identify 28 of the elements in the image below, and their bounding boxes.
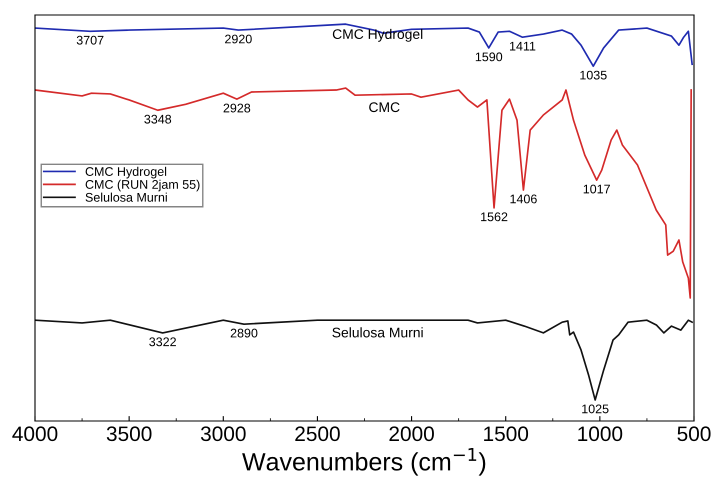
x-tick-label: 500: [677, 426, 711, 442]
legend-label: CMC Hydrogel: [86, 166, 166, 178]
annotation: 2920: [225, 34, 252, 44]
legend-label: CMC (RUN 2jam 55): [86, 180, 200, 192]
annotation: 1017: [584, 184, 610, 194]
annotation: 2928: [224, 104, 250, 112]
x-tick-label: 4000: [12, 426, 58, 442]
x-tick-label: 1500: [484, 426, 528, 442]
x-axis-title: Wavenumbers (cm$^{−1}$): [242, 448, 486, 476]
annotation: 1406: [510, 194, 537, 204]
x-tick-label: 3500: [106, 426, 152, 442]
annotation: 3707: [76, 36, 104, 45]
x-tick-label: 2000: [389, 426, 434, 442]
legend-label: Selulosa Murni: [86, 192, 167, 202]
annotation: 3322: [149, 337, 176, 346]
annotation: 1590: [476, 52, 502, 62]
annotation: CMC Hydrogel: [332, 28, 422, 42]
x-tick-label: 2500: [295, 426, 340, 442]
annotation: 1411: [510, 42, 536, 50]
annotation: 2890: [230, 328, 258, 338]
x-tick-label: 3000: [200, 426, 246, 442]
annotation: 3348: [144, 114, 172, 124]
annotation: 1035: [580, 70, 607, 80]
x-tick-label: 1000: [578, 426, 622, 442]
annotation: Selulosa Murni: [332, 327, 423, 338]
annotation: CMC: [369, 102, 400, 112]
annotation: 1562: [481, 212, 508, 222]
annotation: 1025: [582, 404, 609, 414]
